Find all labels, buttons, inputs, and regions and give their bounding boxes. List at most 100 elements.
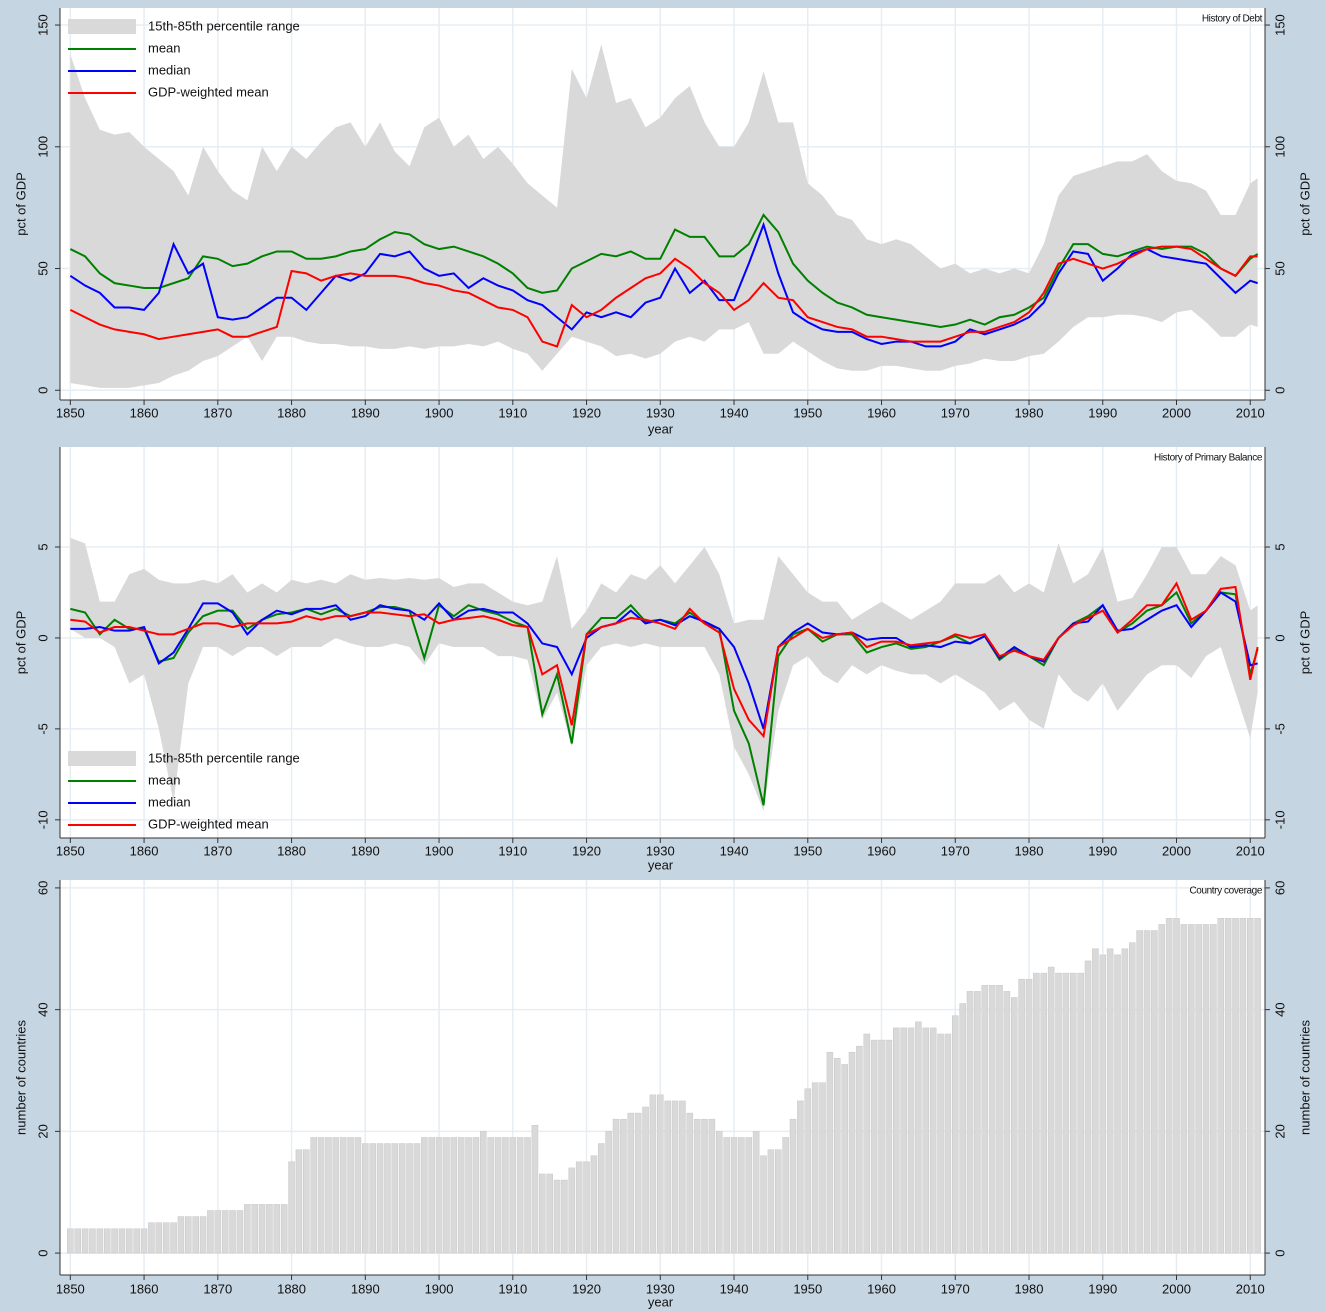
bar [1025, 978, 1033, 1254]
bar [981, 985, 989, 1254]
bar [539, 1173, 546, 1254]
x-tick-label: 1890 [351, 405, 380, 420]
bar [126, 1228, 133, 1254]
bar [258, 1204, 266, 1254]
bar [214, 1210, 222, 1254]
y-tick-label: 5 [35, 543, 50, 550]
legend-label: mean [148, 40, 181, 55]
bar [907, 1027, 915, 1254]
y2-tick-label: 40 [1272, 1002, 1287, 1016]
bar [96, 1228, 104, 1254]
x-tick-label: 1910 [498, 843, 527, 858]
bar [915, 1021, 922, 1254]
bar [841, 1064, 848, 1254]
bar [457, 1137, 465, 1254]
x-tick-label: 1860 [130, 843, 159, 858]
bar [583, 1161, 590, 1254]
bar [280, 1204, 288, 1254]
bar [819, 1082, 826, 1254]
bar [406, 1143, 413, 1254]
bar [465, 1137, 472, 1254]
bar [1055, 972, 1062, 1254]
bar [295, 1149, 303, 1254]
bar [362, 1143, 369, 1254]
bar [789, 1118, 797, 1254]
bar [1151, 930, 1158, 1254]
x-tick-label: 1940 [720, 843, 749, 858]
bar [325, 1137, 332, 1254]
bar [170, 1222, 177, 1254]
bar [804, 1088, 812, 1254]
y2-axis-label: pct of GDP [1297, 172, 1312, 236]
x-axis-label: year [648, 857, 674, 872]
bar [1195, 924, 1202, 1254]
x-tick-label: 1980 [1015, 1281, 1044, 1296]
bar [974, 991, 981, 1254]
bar [612, 1118, 620, 1254]
bar [81, 1228, 89, 1254]
y-tick-label: 0 [35, 634, 50, 641]
bar [642, 1106, 649, 1254]
y-tick-label: 150 [35, 14, 50, 36]
x-tick-label: 1910 [498, 1281, 527, 1296]
x-tick-label: 1990 [1088, 405, 1117, 420]
x-tick-label: 1960 [867, 405, 896, 420]
legend-swatch [68, 751, 136, 766]
y2-axis-label: pct of GDP [1297, 611, 1312, 675]
bar [273, 1204, 281, 1254]
y-tick-label: 40 [35, 1002, 50, 1016]
x-tick-label: 1970 [941, 843, 970, 858]
y2-tick-label: 150 [1272, 14, 1287, 36]
bar [664, 1100, 671, 1254]
y-tick-label: 20 [35, 1124, 50, 1138]
bar [679, 1100, 686, 1254]
x-tick-label: 1900 [425, 1281, 454, 1296]
bar [1143, 930, 1151, 1254]
bar [177, 1216, 185, 1254]
y-axis-label: pct of GDP [13, 172, 28, 236]
bar [185, 1216, 192, 1254]
bar [1047, 966, 1055, 1254]
x-tick-label: 1980 [1015, 405, 1044, 420]
bar [421, 1137, 428, 1254]
bar [1003, 991, 1011, 1254]
bar [929, 1027, 937, 1254]
y-tick-label: 0 [35, 387, 50, 394]
bar [937, 1033, 944, 1254]
x-tick-label: 1880 [277, 843, 306, 858]
bar [509, 1137, 517, 1254]
bar [885, 1039, 893, 1254]
bar [1239, 918, 1247, 1254]
bar [1254, 918, 1261, 1254]
bar [782, 1137, 789, 1254]
x-tick-label: 1860 [130, 405, 159, 420]
bar [317, 1137, 325, 1254]
bar [834, 1058, 841, 1254]
x-tick-label: 1960 [867, 1281, 896, 1296]
bar [767, 1149, 775, 1254]
bar [1180, 924, 1188, 1254]
legend-swatch [68, 19, 136, 34]
bar [826, 1051, 834, 1254]
bar [738, 1137, 745, 1254]
x-tick-label: 1980 [1015, 843, 1044, 858]
x-tick-label: 1870 [203, 405, 232, 420]
bar [671, 1100, 679, 1254]
y2-tick-label: 60 [1272, 881, 1287, 895]
bar [701, 1118, 708, 1254]
bar [524, 1137, 531, 1254]
bar [1187, 924, 1195, 1254]
chart-title: History of Debt [1202, 14, 1263, 25]
bar [966, 991, 974, 1254]
legend-label: GDP-weighted mean [148, 84, 269, 99]
x-tick-label: 1920 [572, 1281, 601, 1296]
bar [575, 1161, 583, 1254]
bar [162, 1222, 170, 1254]
y2-tick-label: -5 [1272, 723, 1287, 735]
y-tick-label: 100 [35, 136, 50, 158]
bar [568, 1167, 576, 1254]
bar [797, 1100, 804, 1254]
bar [745, 1137, 753, 1254]
x-tick-label: 1930 [646, 405, 675, 420]
bar [480, 1131, 487, 1254]
